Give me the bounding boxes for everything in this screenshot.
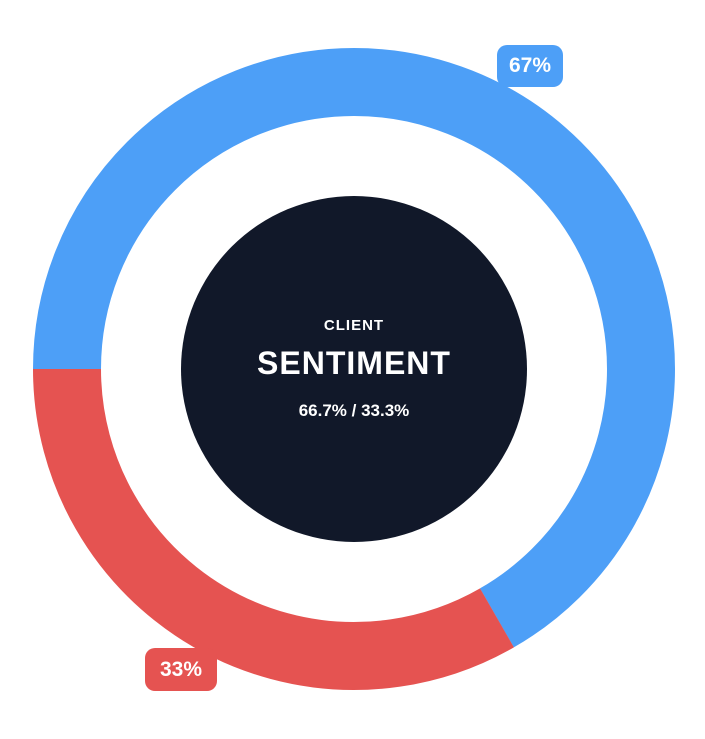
center-ratio-text: 66.7% / 33.3% xyxy=(298,401,410,420)
center-title-sentiment: SENTIMENT xyxy=(257,345,451,381)
chart-center-disc: CLIENT SENTIMENT 66.7% / 33.3% xyxy=(181,196,527,542)
segment-label-badge-negative: 33% xyxy=(145,648,217,691)
segment-label-badge-positive: 67% xyxy=(497,45,563,87)
center-label-client: CLIENT xyxy=(323,317,385,334)
